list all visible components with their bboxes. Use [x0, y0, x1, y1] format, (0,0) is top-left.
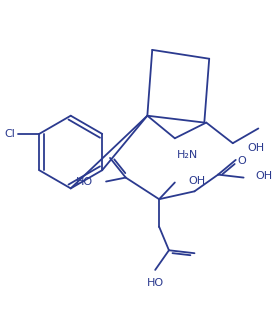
Text: OH: OH: [248, 143, 265, 153]
Text: Cl: Cl: [4, 129, 15, 139]
Text: OH: OH: [255, 171, 273, 181]
Text: O: O: [238, 156, 246, 166]
Text: OH: OH: [189, 176, 206, 185]
Text: H₂N: H₂N: [177, 150, 198, 160]
Text: HO: HO: [76, 176, 93, 187]
Text: HO: HO: [147, 278, 164, 288]
